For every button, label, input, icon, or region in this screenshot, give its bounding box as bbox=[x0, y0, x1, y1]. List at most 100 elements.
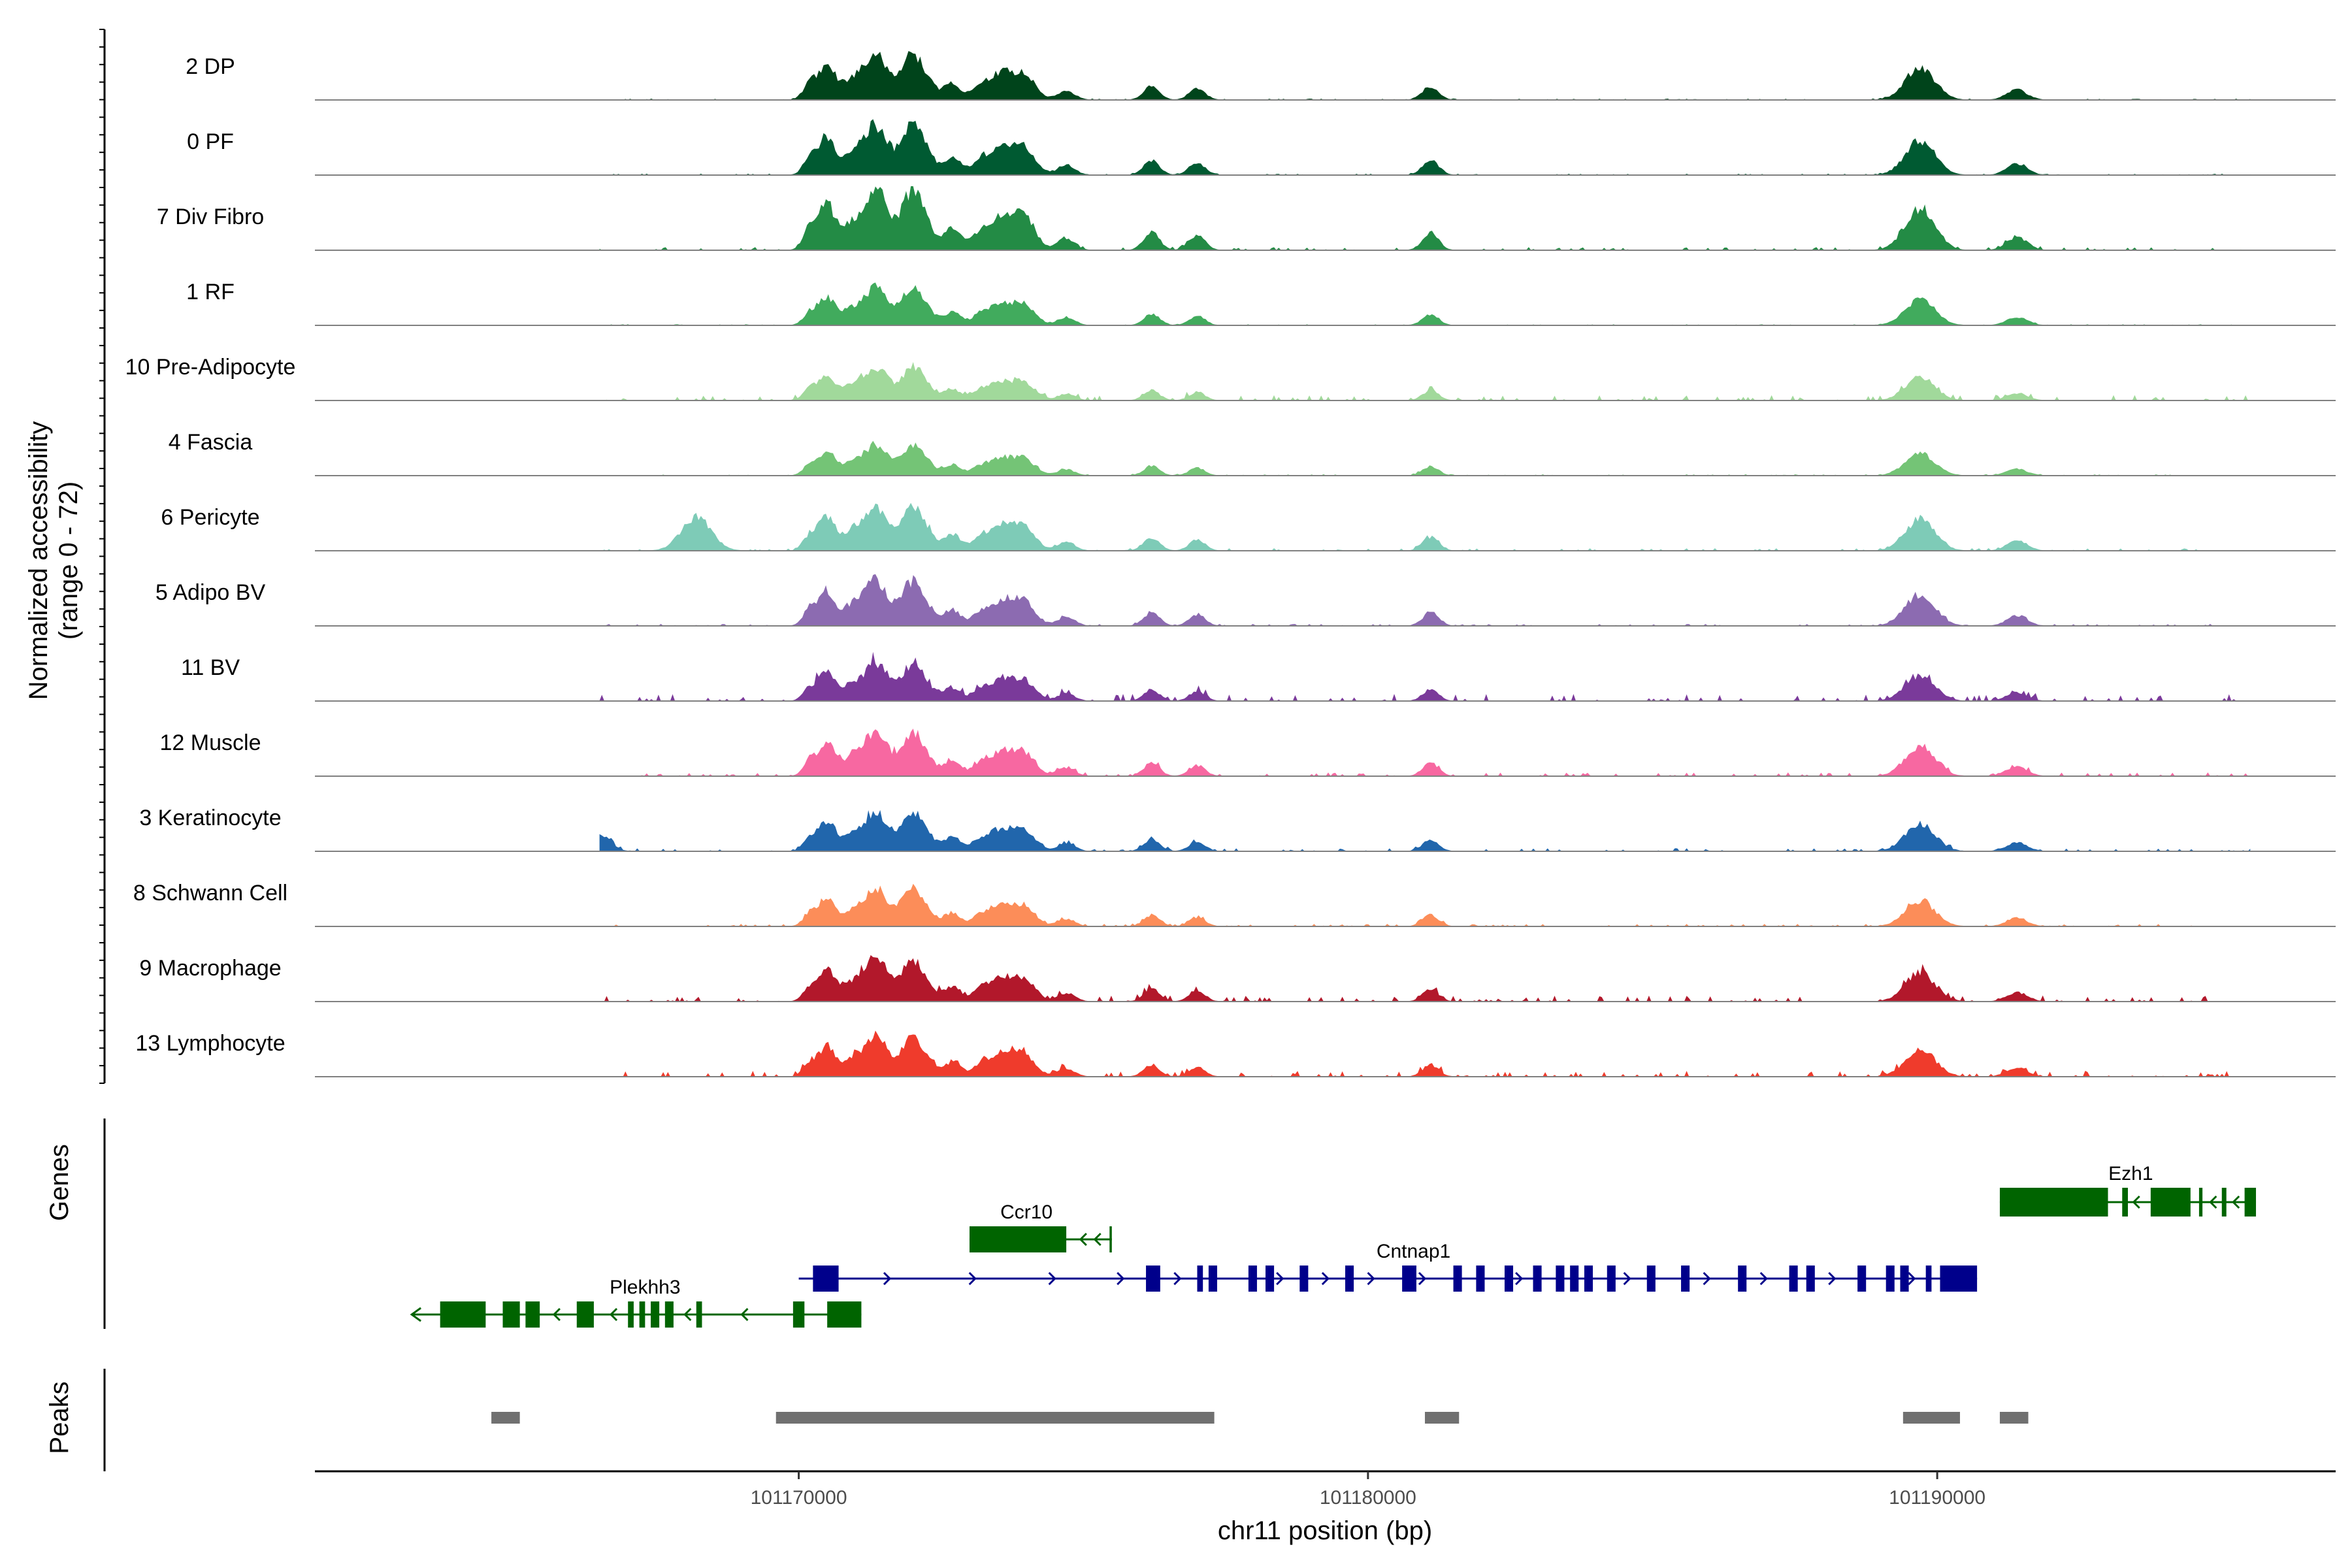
strand-arrow bbox=[609, 1307, 618, 1322]
gene-exon bbox=[1607, 1266, 1616, 1292]
gene-exon bbox=[1925, 1266, 1932, 1292]
coverage-area bbox=[599, 119, 2251, 175]
peak-bar bbox=[491, 1412, 520, 1424]
peaks-panel-title: Peaks bbox=[45, 1381, 74, 1454]
coverage-area bbox=[599, 651, 2251, 701]
strand-arrow bbox=[1418, 1271, 1427, 1286]
gene-exon bbox=[576, 1301, 594, 1328]
gene-exon bbox=[2198, 1188, 2203, 1217]
gene-exon bbox=[1533, 1266, 1542, 1292]
gene-exon bbox=[1857, 1266, 1867, 1292]
strand-arrow bbox=[2232, 1195, 2240, 1209]
gene-exon bbox=[1345, 1266, 1354, 1292]
peak-regions bbox=[491, 1412, 2029, 1424]
strand-arrow bbox=[2209, 1195, 2217, 1209]
strand-arrow bbox=[1828, 1271, 1837, 1286]
gene-exon bbox=[1900, 1266, 1909, 1292]
track-label: 1 RF bbox=[186, 280, 235, 304]
gene-exon bbox=[639, 1301, 645, 1328]
genes-panel-title: Genes bbox=[45, 1144, 74, 1221]
gene-exon bbox=[1109, 1226, 1112, 1252]
gene-exon bbox=[696, 1301, 702, 1328]
gene-exon bbox=[1402, 1266, 1416, 1292]
strand-arrow bbox=[1759, 1271, 1768, 1286]
strand-arrow bbox=[1515, 1271, 1524, 1286]
strand-arrow bbox=[1276, 1271, 1284, 1286]
strand-arrow bbox=[1093, 1232, 1102, 1247]
gene-exon bbox=[440, 1301, 486, 1328]
coverage-area bbox=[599, 440, 2251, 476]
gene-exon bbox=[1248, 1266, 1257, 1292]
gene-exon bbox=[827, 1301, 862, 1328]
track-label: 2 DP bbox=[186, 54, 235, 79]
gene-annotations: Ezh1 Ccr10 Cntnap1 Plekhh3 bbox=[410, 1163, 2257, 1328]
gene-exon bbox=[792, 1301, 805, 1328]
gene-exon bbox=[525, 1301, 540, 1328]
strand-arrow bbox=[883, 1271, 892, 1286]
track-label: 9 Macrophage bbox=[139, 956, 281, 981]
coverage-tracks: 2 DP 0 PF 7 Div Fibro 1 RF 10 Pre-Adipocyte 4… bbox=[125, 51, 2336, 1077]
strand-arrow bbox=[1048, 1271, 1056, 1286]
x-tick-label: 101170000 bbox=[751, 1487, 847, 1509]
x-tick-label: 101180000 bbox=[1320, 1487, 1416, 1509]
gene-exon bbox=[1504, 1266, 1514, 1292]
track-label: 0 PF bbox=[187, 129, 234, 154]
gene-exon bbox=[1556, 1266, 1565, 1292]
coverage-area bbox=[599, 502, 2251, 551]
strand-arrow bbox=[1117, 1271, 1125, 1286]
track-label: 11 BV bbox=[181, 655, 240, 680]
gene-exon bbox=[2122, 1188, 2128, 1217]
gene-label: Plekhh3 bbox=[610, 1277, 680, 1298]
peak-bar bbox=[1903, 1412, 1960, 1424]
gene-exon bbox=[969, 1226, 1067, 1252]
y-axis-range-label: (range 0 - 72) bbox=[54, 482, 83, 640]
gene-exon bbox=[1476, 1266, 1485, 1292]
gene-exon bbox=[813, 1266, 839, 1292]
strand-arrow bbox=[683, 1307, 692, 1322]
gene-exon bbox=[502, 1301, 520, 1328]
peak-bar bbox=[1424, 1412, 1460, 1424]
track-label: 10 Pre-Adipocyte bbox=[125, 355, 296, 380]
gene-exon bbox=[1208, 1266, 1217, 1292]
strand-arrow bbox=[1703, 1271, 1711, 1286]
gene-label: Cntnap1 bbox=[1377, 1241, 1450, 1262]
strand-arrow bbox=[1623, 1271, 1631, 1286]
gene-exon bbox=[1681, 1266, 1690, 1292]
strand-arrow bbox=[968, 1271, 977, 1286]
x-axis-title: chr11 position (bp) bbox=[1218, 1516, 1432, 1545]
track-label: 12 Muscle bbox=[160, 730, 261, 755]
gene-exon bbox=[1266, 1266, 1275, 1292]
gene-exon bbox=[1197, 1266, 1203, 1292]
gene-exon bbox=[1146, 1266, 1160, 1292]
gene-exon bbox=[1584, 1266, 1593, 1292]
gene-exon bbox=[1789, 1266, 1798, 1292]
peak-bar bbox=[1999, 1412, 2029, 1424]
coverage-area bbox=[599, 809, 2251, 851]
strand-arrow bbox=[1079, 1232, 1087, 1247]
strand-arrow bbox=[1321, 1271, 1330, 1286]
gene-exon bbox=[1453, 1266, 1462, 1292]
y-axis-title: Normalized accessibility bbox=[24, 421, 53, 700]
gene-exon bbox=[1738, 1266, 1747, 1292]
gene-exon bbox=[651, 1301, 660, 1328]
coverage-area bbox=[599, 1030, 2251, 1077]
x-axis-ticks: 101170000 101180000 101190000 bbox=[751, 1471, 1985, 1509]
strand-arrow bbox=[1908, 1271, 1916, 1286]
gene-exon bbox=[664, 1301, 674, 1328]
strand-arrow bbox=[2132, 1195, 2140, 1209]
strand-arrow bbox=[1367, 1271, 1375, 1286]
coverage-area bbox=[599, 883, 2251, 926]
track-label: 5 Adipo BV bbox=[155, 580, 266, 605]
gene-exon bbox=[1999, 1188, 2108, 1217]
gene-label: Ccr10 bbox=[1000, 1201, 1053, 1223]
gene-label: Ezh1 bbox=[2108, 1163, 2153, 1184]
gene-exon bbox=[2244, 1188, 2257, 1217]
gene-exon bbox=[1940, 1266, 1978, 1292]
gene-exon bbox=[1646, 1266, 1656, 1292]
peak-bar bbox=[776, 1412, 1215, 1424]
coverage-area bbox=[599, 728, 2251, 776]
track-label: 6 Pericyte bbox=[161, 505, 259, 530]
coverage-area bbox=[599, 282, 2251, 325]
strand-arrow bbox=[1173, 1271, 1182, 1286]
